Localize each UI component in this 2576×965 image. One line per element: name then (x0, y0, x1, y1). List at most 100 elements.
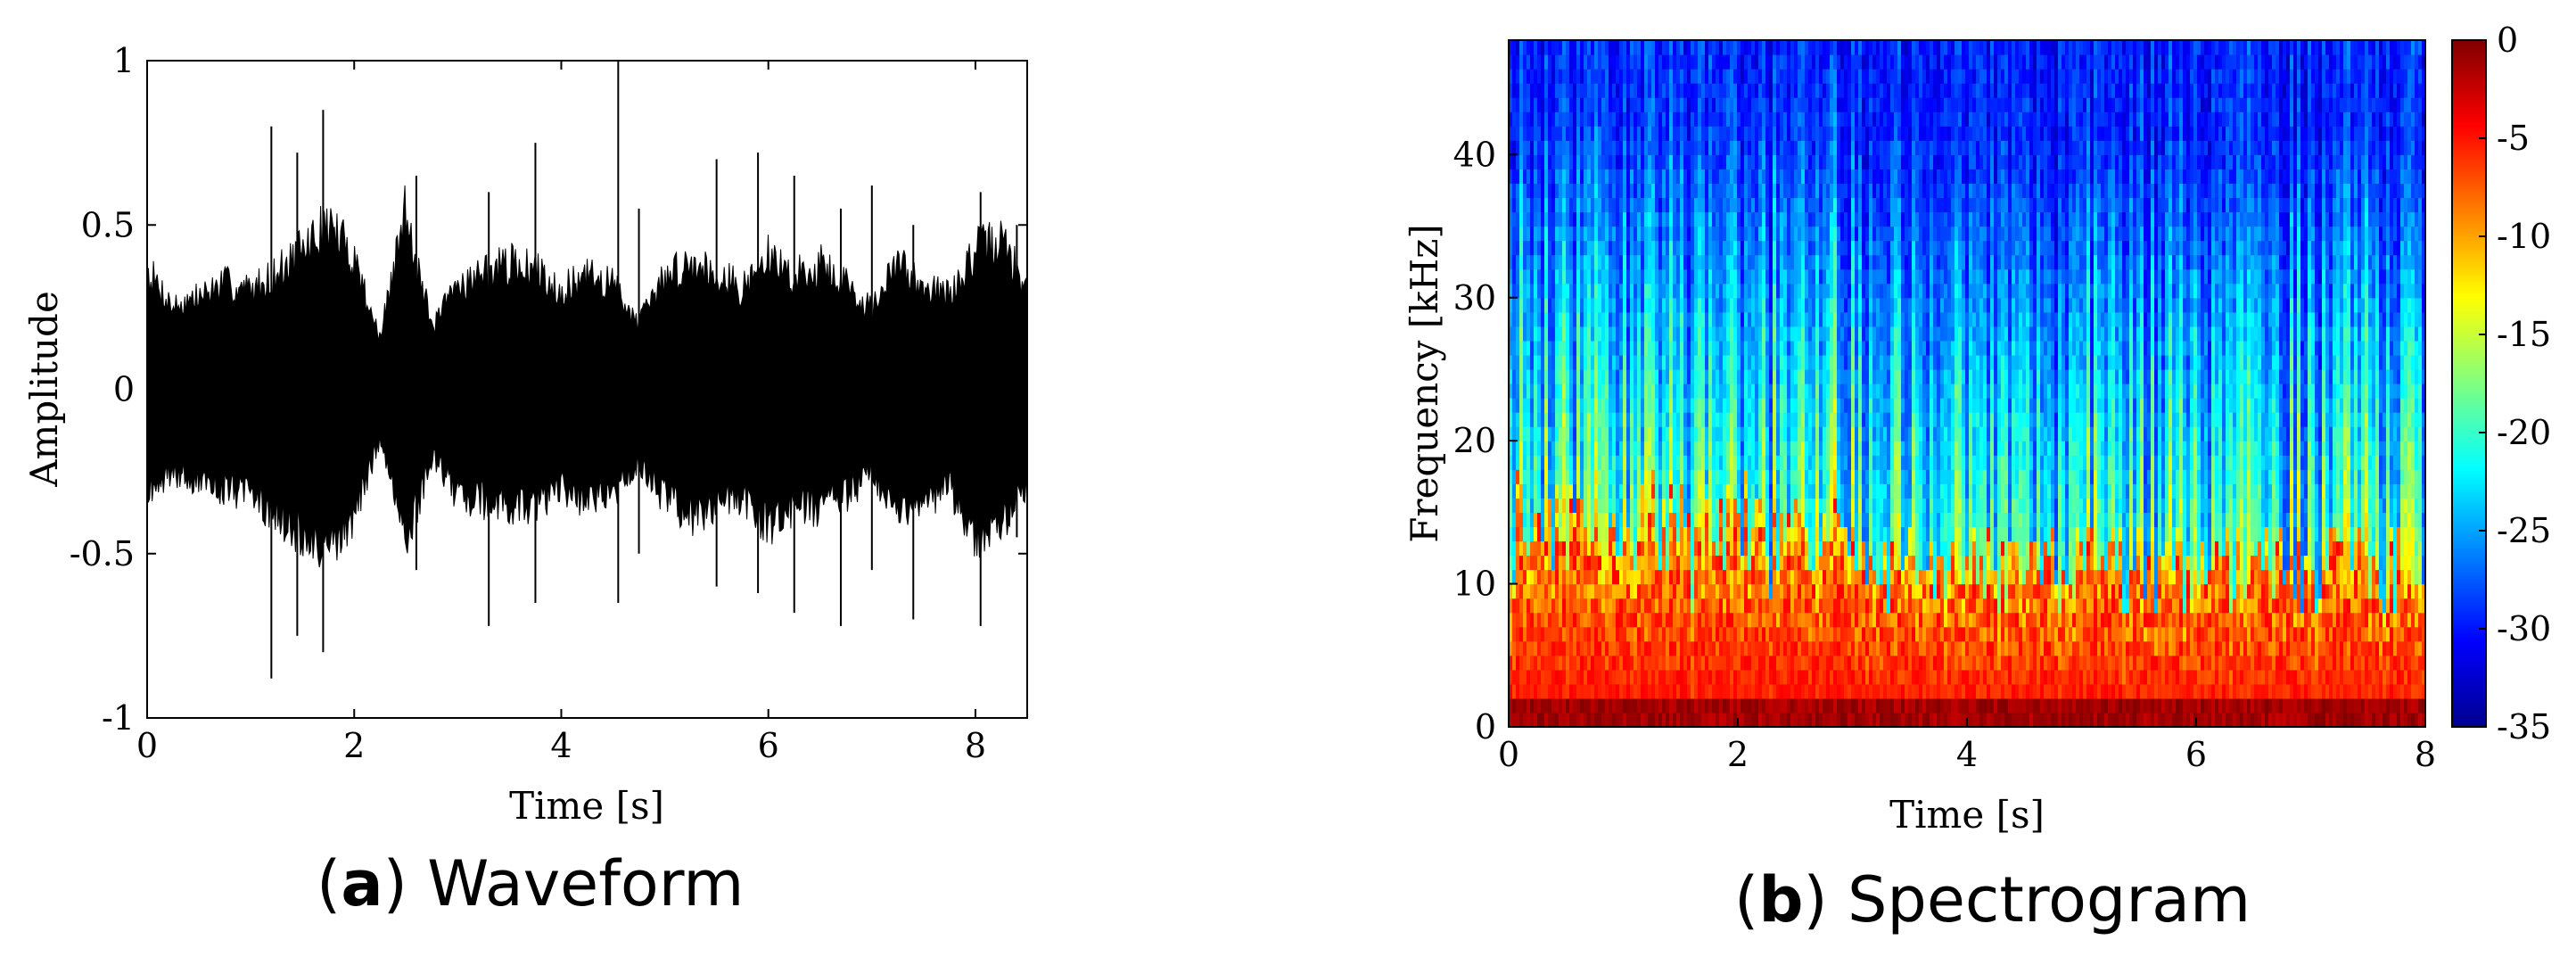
spectrogram-cell (1530, 197, 1535, 213)
spectrogram-cell (1705, 183, 1709, 199)
spectrogram-cell (1798, 183, 1802, 199)
spectrogram-cell (1534, 40, 1538, 55)
spectrogram-cell (1719, 211, 1724, 227)
spectrogram-cell (1712, 683, 1716, 699)
spectrogram-cell (1634, 326, 1638, 342)
spectrogram-cell (1780, 441, 1784, 456)
spectrogram-cell (1712, 640, 1716, 656)
spectrogram-cell (1519, 240, 1524, 256)
spectrogram-cell (1726, 354, 1731, 370)
spectrogram-cell (1544, 441, 1549, 456)
spectrogram-cell (1758, 97, 1763, 112)
spectrogram-cell (1730, 240, 1734, 256)
spectrogram-cell (1598, 441, 1602, 456)
spectrogram-cell (1512, 183, 1517, 199)
spectrogram-cell (1733, 512, 1738, 528)
spectrogram-cell (1694, 598, 1699, 614)
spectrogram-cell (1609, 40, 1613, 55)
spectrogram-cell (1594, 226, 1599, 242)
spectrogram-cell (1840, 154, 1845, 169)
spectrogram-cell (1687, 712, 1691, 727)
spectrogram-cell (1673, 712, 1677, 727)
spectrogram-cell (1544, 583, 1549, 599)
spectrogram-cell (1716, 555, 1720, 571)
spectrogram-cell (1594, 111, 1599, 127)
spectrogram-cell (1619, 83, 1624, 98)
spectrogram-cell (1837, 183, 1841, 199)
spectrogram-cell (1844, 97, 1848, 112)
spectrogram-cell (1808, 311, 1813, 327)
spectrogram-cell (1594, 126, 1599, 141)
spectrogram-cell (1819, 368, 1823, 384)
spectrogram-cell (1555, 83, 1560, 98)
spectrogram-cell (1826, 441, 1831, 456)
spectrogram-cell (1805, 268, 1809, 285)
spectrogram-cell (1741, 140, 1745, 155)
spectrogram-cell (1655, 226, 1659, 242)
spectrogram-cell (1826, 183, 1831, 199)
spectrogram-cell (1780, 268, 1784, 285)
spectrogram-cell (1658, 40, 1663, 55)
spectrogram-cell (1673, 483, 1677, 499)
spectrogram-cell (1534, 183, 1538, 199)
spectrogram-cell (1559, 455, 1563, 470)
spectrogram-cell (1716, 340, 1720, 356)
spectrogram-cell (1790, 384, 1795, 399)
spectrogram-cell (1637, 368, 1642, 384)
spectrogram-cell (1694, 126, 1699, 141)
spectrogram-cell (1733, 311, 1738, 327)
spectrogram-cell (1584, 311, 1588, 327)
spectrogram-cell (1555, 526, 1560, 542)
spectrogram-cell (1676, 469, 1681, 484)
spectrogram-cell (1612, 69, 1617, 84)
spectrogram-cell (1534, 283, 1538, 299)
spectrogram-cell (1733, 398, 1738, 413)
spectrogram-cell (1655, 183, 1659, 199)
spectrogram-cell (1705, 455, 1709, 470)
spectrogram-cell (1783, 140, 1788, 155)
spectrogram-cell (1787, 97, 1791, 112)
spectrogram-cell (1598, 311, 1602, 327)
spectrogram-cell (1855, 669, 1859, 685)
spectrogram-cell (1833, 240, 1838, 256)
spectrogram-cell (1609, 398, 1613, 413)
spectrogram-cell (1862, 626, 1866, 642)
spectrogram-cell (1676, 498, 1681, 513)
spectrogram-cell (1566, 498, 1570, 513)
spectrogram-cell (1862, 169, 1866, 185)
spectrogram-cell (1705, 197, 1709, 213)
spectrogram-cell (1509, 54, 1513, 70)
spectrogram-cell (1516, 598, 1520, 614)
spectrogram-cell (1694, 211, 1699, 227)
spectrogram-cell (1698, 426, 1702, 441)
spectrogram-cell (1694, 54, 1699, 70)
spectrogram-cell (1748, 283, 1752, 299)
spectrogram-cell (1748, 140, 1752, 155)
spectrogram-cell (1594, 197, 1599, 213)
spectrogram-cell (1730, 697, 1734, 713)
spectrogram-cell (1805, 540, 1809, 557)
spectrogram-cell (1573, 569, 1577, 585)
spectrogram-cell (1805, 455, 1809, 470)
spectrogram-cell (1626, 626, 1631, 642)
spectrogram-cell (1609, 83, 1613, 98)
spectrogram-cell (1837, 326, 1841, 342)
spectrogram-cell (1819, 169, 1823, 185)
spectrogram-cell (1687, 398, 1691, 413)
spectrogram-cell (1680, 697, 1684, 713)
spectrogram-cell (1851, 97, 1856, 112)
spectrogram-cell (1733, 283, 1738, 299)
spectrogram-cell (1801, 426, 1806, 441)
spectrogram-cell (1537, 626, 1542, 642)
spectrogram-cell (1780, 254, 1784, 270)
spectrogram-cell (1527, 211, 1531, 227)
spectrogram-cell (1701, 268, 1706, 285)
spectrogram-cell (1698, 669, 1702, 685)
spectrogram-cell (1598, 268, 1602, 285)
spectrogram-cell (1534, 368, 1538, 384)
spectrogram-cell (1669, 540, 1674, 557)
spectrogram-cell (1798, 441, 1802, 456)
spectrogram-cell (1509, 311, 1513, 327)
spectrogram-cell (1551, 669, 1556, 685)
spectrogram-cell (1776, 368, 1781, 384)
